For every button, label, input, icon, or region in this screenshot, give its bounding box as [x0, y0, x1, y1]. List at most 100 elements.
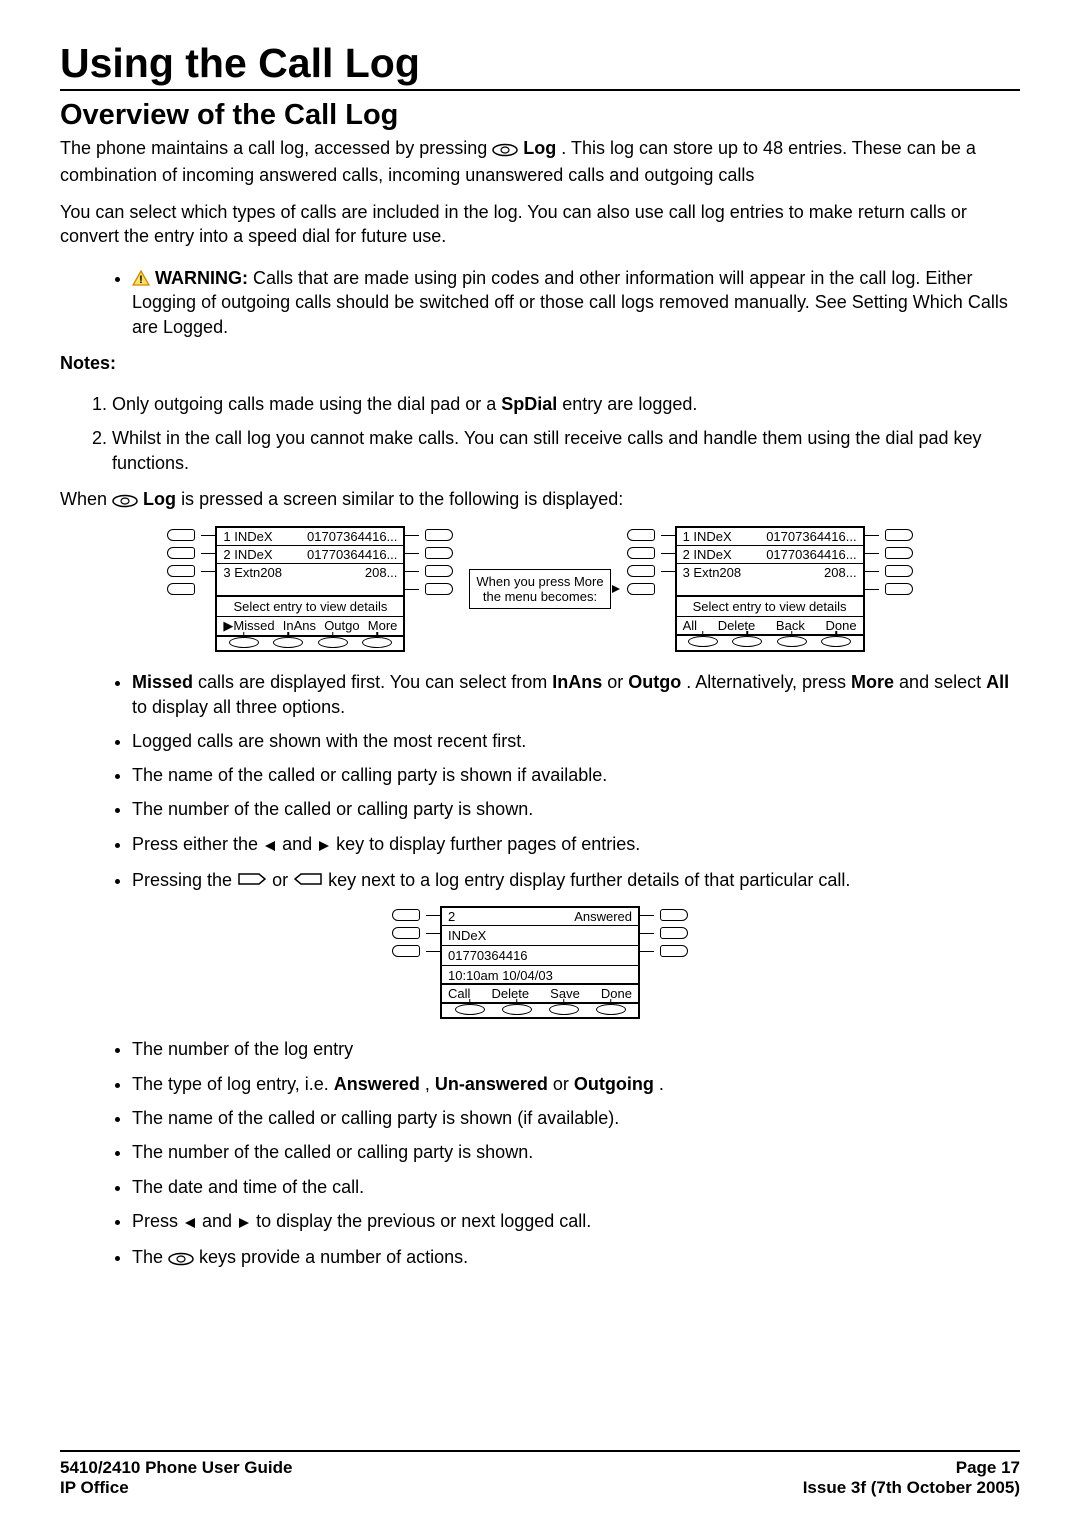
list-item: The name of the called or calling party … [132, 763, 1020, 787]
text: and [202, 1211, 237, 1231]
feature-button-icon [660, 909, 688, 921]
softkey-icon [821, 636, 851, 647]
list-item: ! WARNING: Calls that are made using pin… [132, 266, 1020, 339]
feature-button-icon [167, 529, 195, 541]
softkey-icon [273, 637, 303, 648]
text: to display all three options. [132, 697, 345, 717]
feature-button-icon [627, 583, 655, 595]
softkey-icon [229, 637, 259, 648]
list-item: Press and to display the previous or nex… [132, 1209, 1020, 1235]
triangle-left-icon [183, 1211, 197, 1235]
feature-button-icon [660, 945, 688, 957]
text: . Alternatively, press [686, 672, 851, 692]
paragraph: When Log is pressed a screen similar to … [60, 487, 1020, 514]
text: is pressed a screen similar to the follo… [181, 489, 623, 509]
text: Outgo [628, 672, 681, 692]
feature-button-icon [627, 547, 655, 559]
lens-icon [168, 1248, 194, 1272]
feature-button-icon [885, 583, 913, 595]
text: WARNING: [155, 268, 248, 288]
feature-button-icon [392, 909, 420, 921]
list-item: The keys provide a number of actions. [132, 1245, 1020, 1272]
list-item: Pressing the or key next to a log entry … [132, 868, 1020, 892]
softkey-icon [362, 637, 392, 648]
feature-button-icon [885, 547, 913, 559]
text: The type of log entry, i.e. [132, 1074, 334, 1094]
text: Done [601, 986, 632, 1001]
feature-button-icon [167, 583, 195, 595]
footer-right-1: Page 17 [803, 1458, 1020, 1478]
softkey-icon [688, 636, 718, 647]
text: Call [448, 986, 470, 1001]
text: the menu becomes: [476, 589, 603, 604]
footer-left-1: 5410/2410 Phone User Guide [60, 1458, 292, 1478]
text: to display the previous or next logged c… [256, 1211, 591, 1231]
softkey-icon [549, 1004, 579, 1015]
text: and select [899, 672, 986, 692]
text: 01770364416 [442, 946, 638, 966]
text: When you press More [476, 574, 603, 589]
lens-icon [112, 490, 138, 514]
feature-button-icon [167, 547, 195, 559]
screen-box: 2Answered INDeX 01770364416 10:10am 10/0… [440, 906, 640, 1019]
list-item: Only outgoing calls made using the dial … [112, 392, 1020, 416]
footer-right-2: Issue 3f (7th October 2005) [803, 1478, 1020, 1498]
text: Press [132, 1211, 183, 1231]
softkey-icon [596, 1004, 626, 1015]
lens-icon [492, 139, 518, 163]
list-item: The number of the log entry [132, 1037, 1020, 1061]
feature-button-icon [392, 927, 420, 939]
list-item: The type of log entry, i.e. Answered , U… [132, 1072, 1020, 1096]
page-title: Using the Call Log [60, 40, 1020, 91]
text: Done [825, 618, 856, 633]
text: and [282, 834, 317, 854]
text: Log [143, 489, 176, 509]
page-footer: 5410/2410 Phone User Guide IP Office Pag… [60, 1450, 1020, 1498]
paragraph: You can select which types of calls are … [60, 200, 1020, 249]
text: entry are logged. [562, 394, 697, 414]
feature-button-icon [627, 565, 655, 577]
text: 01707364416... [307, 529, 397, 544]
text: Calls that are made using pin codes and … [132, 268, 1008, 337]
text: 01707364416... [766, 529, 856, 544]
feature-button-icon [167, 565, 195, 577]
text: 2 INDeX [223, 547, 272, 562]
text: Un-answered [435, 1074, 548, 1094]
text: 208... [824, 565, 857, 580]
diagram-call-details: 2Answered INDeX 01770364416 10:10am 10/0… [60, 906, 1020, 1019]
triangle-right-icon [317, 834, 331, 858]
text: When [60, 489, 112, 509]
triangle-right-icon [237, 1211, 251, 1235]
text: key next to a log entry display further … [328, 870, 850, 890]
text: 1 INDeX [683, 529, 732, 544]
text: Answered [334, 1074, 420, 1094]
text: 3 Extn208 [223, 565, 282, 580]
screen-box: 1 INDeX01707364416... 2 INDeX01770364416… [215, 526, 405, 652]
section-heading: Overview of the Call Log [60, 99, 1020, 132]
text: InAns [552, 672, 602, 692]
text: . [659, 1074, 664, 1094]
arrow-right-icon [612, 585, 620, 593]
text: Select entry to view details [677, 597, 863, 617]
feature-button-icon [627, 529, 655, 541]
warning-icon: ! [132, 268, 150, 284]
text: Outgo [324, 618, 359, 634]
text: , [425, 1074, 435, 1094]
text: INDeX [442, 926, 638, 946]
text: 2 INDeX [683, 547, 732, 562]
screen-box: 1 INDeX 01707364416... 2 INDeX 01770364416… [675, 526, 865, 652]
feature-button-icon [392, 945, 420, 957]
button-right-icon [237, 870, 267, 890]
list-item: Whilst in the call log you cannot make c… [112, 426, 1020, 475]
list-item: The date and time of the call. [132, 1175, 1020, 1199]
text: 2 [448, 909, 455, 924]
text: 01770364416... [307, 547, 397, 562]
feature-button-icon [425, 565, 453, 577]
text: or [607, 672, 628, 692]
list-item: The number of the called or calling part… [132, 1140, 1020, 1164]
list-item: The number of the called or calling part… [132, 797, 1020, 821]
text: ▶Missed [223, 618, 274, 634]
text: Answered [574, 909, 632, 924]
text: SpDial [501, 394, 557, 414]
text: 01770364416... [766, 547, 856, 562]
